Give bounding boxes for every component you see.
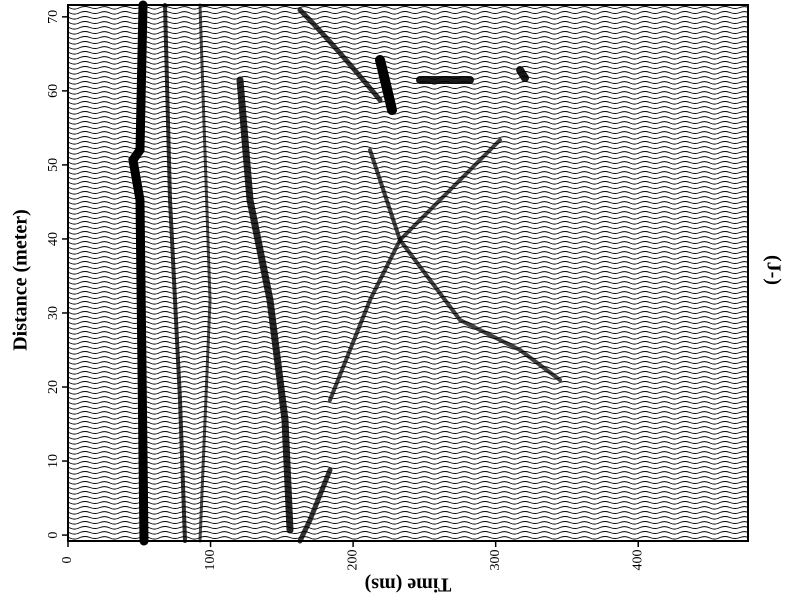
- y-tick-label: 40: [46, 232, 61, 246]
- plot-area: [67, 0, 749, 546]
- x-tick-label: 400: [630, 550, 645, 571]
- annotation: (J-): [762, 255, 784, 285]
- x-tick-label: 300: [488, 550, 503, 571]
- y-tick-label: 60: [46, 84, 61, 98]
- y-tick-label: 20: [46, 380, 61, 394]
- x-axis-title: Time (ms): [365, 573, 452, 595]
- y-tick-label: 50: [46, 158, 61, 172]
- y-tick-label: 0: [46, 532, 61, 539]
- trace-texture: [67, 4, 749, 542]
- x-tick-label: 100: [203, 550, 218, 571]
- y-tick-label: 70: [46, 10, 61, 24]
- x-tick-label: 0: [60, 557, 75, 564]
- y-tick-label: 10: [46, 454, 61, 468]
- y-tick-label: 30: [46, 306, 61, 320]
- y-axis-title: Distance (meter): [10, 209, 32, 351]
- x-tick-label: 200: [345, 550, 360, 571]
- events: [128, 0, 562, 546]
